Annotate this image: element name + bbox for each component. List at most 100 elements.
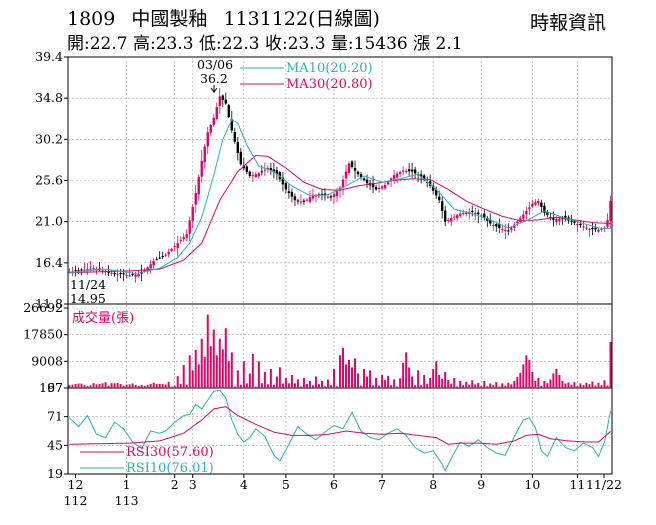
volume-bar [363,368,366,388]
volume-tick-label: 167 [39,380,63,395]
candle-body [83,269,86,271]
volume-bar [468,384,471,388]
volume-bar [92,383,95,388]
candle-body [353,168,357,171]
volume-bar [420,385,423,388]
candle-body [332,194,336,197]
candle-body [350,161,354,168]
candle-body [122,273,125,275]
volume-bar [200,338,203,388]
volume-bar [570,384,573,388]
candle-body [492,224,495,226]
candle-body [269,167,273,171]
volume-bar [549,379,552,388]
volume-bar [504,385,507,388]
volume-bar [561,380,564,388]
candle-body [290,192,294,197]
candle-body [224,99,227,104]
candle-body [371,183,375,188]
volume-bar [399,378,402,388]
volume-bar [459,380,462,388]
candle-body [383,184,387,189]
candle-body [140,272,143,274]
candle-body [173,246,176,248]
volume-bar [257,361,260,388]
volume-bar [528,359,531,388]
candle-body [483,213,486,219]
month-label: 4 [240,477,248,492]
candle-body [434,189,438,196]
volume-bar [149,383,152,388]
candle-body [564,215,567,220]
candle-body [257,173,261,177]
volume-bar [435,361,438,388]
candle-body [227,105,230,117]
volume-bar [278,367,281,388]
volume-bar [414,385,417,388]
candle-body [260,171,264,173]
candle-body [92,268,95,270]
volume-bar [266,384,269,388]
candle-body [425,182,429,184]
rsi30-line [69,406,611,445]
volume-bar [387,375,390,388]
rsi10-line [69,389,611,472]
candle-body [80,269,83,271]
candle-body [110,272,113,274]
volume-bar [411,376,414,388]
rsi-tick-label: 97 [47,380,63,395]
volume-bar [513,380,516,388]
volume-bar [224,328,227,388]
rsi30-legend-label: RSI30(57.60) [126,445,214,460]
candle-body [221,95,224,100]
volume-bar [128,384,131,388]
candle-body [335,190,339,197]
candle-body [89,268,92,270]
candle-body [486,217,489,221]
volume-bar [564,383,567,388]
volume-bar [89,385,92,388]
volume-bar [405,352,408,388]
volume-bar [122,385,125,388]
candle-body [329,196,333,198]
volume-bar [185,384,188,388]
volume-bar [245,383,248,388]
month-label: 11 [569,477,585,492]
ma10-legend-label: MA10(20.20) [286,61,373,76]
month-label: 7 [378,477,386,492]
volume-bar [372,385,375,388]
candle-body [576,224,579,226]
volume-tick-label: 26692 [23,300,63,315]
volume-bar [471,380,474,388]
volume-bar [597,382,600,388]
volume-bar [600,385,603,388]
candle-body [131,273,134,275]
volume-bar [585,382,588,388]
volume-bar [351,367,354,388]
volume-bar [287,383,290,388]
volume-bar [543,380,546,388]
candle-body [579,223,582,226]
volume-bar [369,370,372,388]
volume-bar [567,382,570,388]
candle-body [185,234,188,238]
price-tick-label: 21.0 [35,214,63,229]
volume-bar [501,383,504,388]
month-label: 11/22 [586,477,622,492]
candle-body [362,178,366,181]
volume-bar [299,386,302,388]
volume-bar [308,380,311,388]
candle-body [591,227,594,230]
candle-body [95,268,98,270]
volume-bar [480,386,483,388]
volume-bar [357,373,360,388]
candle-body [164,254,167,256]
volume-bar [606,385,609,388]
volume-bar [182,364,185,388]
candle-body [380,186,384,189]
volume-bar [152,382,155,388]
volume-bar [474,384,477,388]
candle-body [489,219,492,224]
volume-bar [227,361,230,388]
